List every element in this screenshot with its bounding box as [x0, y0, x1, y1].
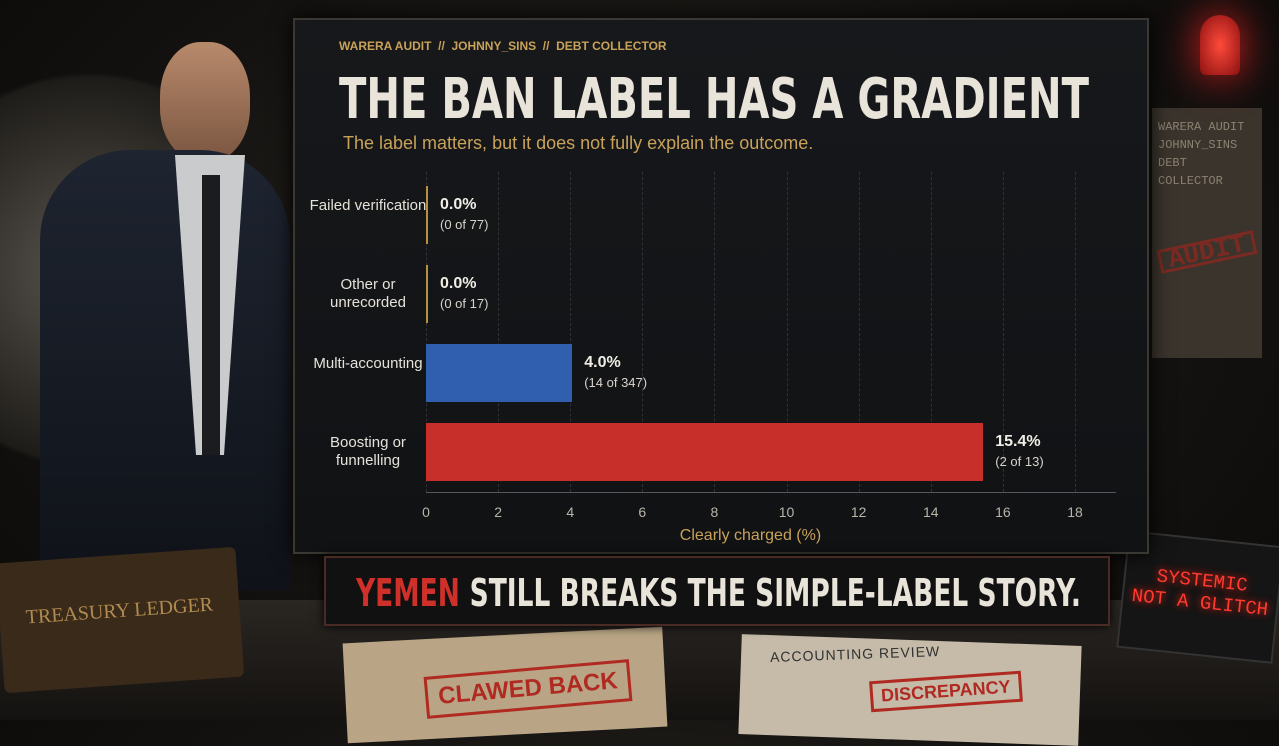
value-label: 0.0% [440, 195, 477, 213]
grid-line [1075, 172, 1076, 492]
x-tick-label: 14 [922, 504, 939, 520]
x-tick-label: 8 [710, 504, 719, 520]
ledger: TREASURY LEDGER [0, 546, 245, 694]
banner: YEMENSTILL BREAKS THE SIMPLE-LABEL STORY… [324, 556, 1110, 626]
x-tick-label: 4 [566, 504, 575, 520]
grid-line [714, 172, 716, 492]
banner-rest: STILL BREAKS THE SIMPLE-LABEL STORY. [470, 571, 1081, 615]
wall-note-line: DEBT COLLECTOR [1158, 156, 1223, 188]
wall-stamp: AUDIT [1156, 229, 1258, 275]
banner-text: YEMENSTILL BREAKS THE SIMPLE-LABEL STORY… [355, 571, 1081, 615]
category-label: Multi-accounting [313, 355, 423, 373]
grid-line [426, 172, 427, 492]
grid-line [930, 172, 932, 492]
grid-line [570, 172, 572, 492]
x-axis-label: Clearly charged (%) [679, 527, 822, 544]
grid-line [1002, 172, 1004, 492]
wall-note-line: WARERA AUDIT [1158, 120, 1245, 134]
bar [426, 423, 984, 482]
title-svg: THE BAN LABEL HAS A GRADIENT [339, 67, 1089, 130]
grid-line [642, 172, 644, 492]
x-tick-label: 16 [995, 504, 1011, 520]
value-label: 15.4% [995, 433, 1041, 451]
grid-line [498, 172, 500, 492]
category-label: Boosting or funnelling [330, 434, 406, 470]
alarm-light [1200, 15, 1240, 75]
banner-highlight: YEMEN [355, 571, 460, 615]
man-suit [40, 150, 290, 590]
banner-svg: YEMENSTILL BREAKS THE SIMPLE-LABEL STORY… [355, 571, 1081, 615]
value-label: 0.0% [440, 274, 477, 292]
x-tick-label: 18 [1067, 504, 1083, 520]
bar [426, 185, 428, 244]
wall-note-line: JOHNNY_SINS [1158, 138, 1238, 152]
value-label: 4.0% [584, 354, 621, 372]
category-label: Failed verification [309, 196, 427, 214]
category-label: Other or unrecorded [330, 275, 406, 311]
x-tick-label: 2 [494, 504, 502, 520]
x-tick-label: 12 [850, 504, 867, 520]
man-head [160, 42, 250, 162]
bar [426, 264, 428, 323]
grid-line [786, 172, 788, 492]
kicker: WARERA AUDIT // JOHNNY_SINS // DEBT COLL… [339, 39, 667, 53]
wall-note: WARERA AUDIT JOHNNY_SINS DEBT COLLECTOR … [1152, 108, 1262, 358]
x-tick-label: 10 [778, 504, 795, 520]
subtitle: The label matters, but it does not fully… [343, 133, 814, 153]
bar [426, 344, 573, 403]
count-label: (0 of 17) [440, 295, 489, 311]
count-label: (0 of 77) [440, 216, 489, 232]
x-axis [426, 492, 1116, 493]
x-tick-label: 0 [422, 504, 430, 520]
grid-line [858, 172, 860, 492]
count-label: (2 of 13) [995, 454, 1044, 470]
x-tick-label: 6 [638, 504, 647, 520]
man-tie [202, 175, 220, 455]
chart-title: THE BAN LABEL HAS A GRADIENT [339, 67, 1089, 130]
count-label: (14 of 347) [584, 375, 648, 391]
